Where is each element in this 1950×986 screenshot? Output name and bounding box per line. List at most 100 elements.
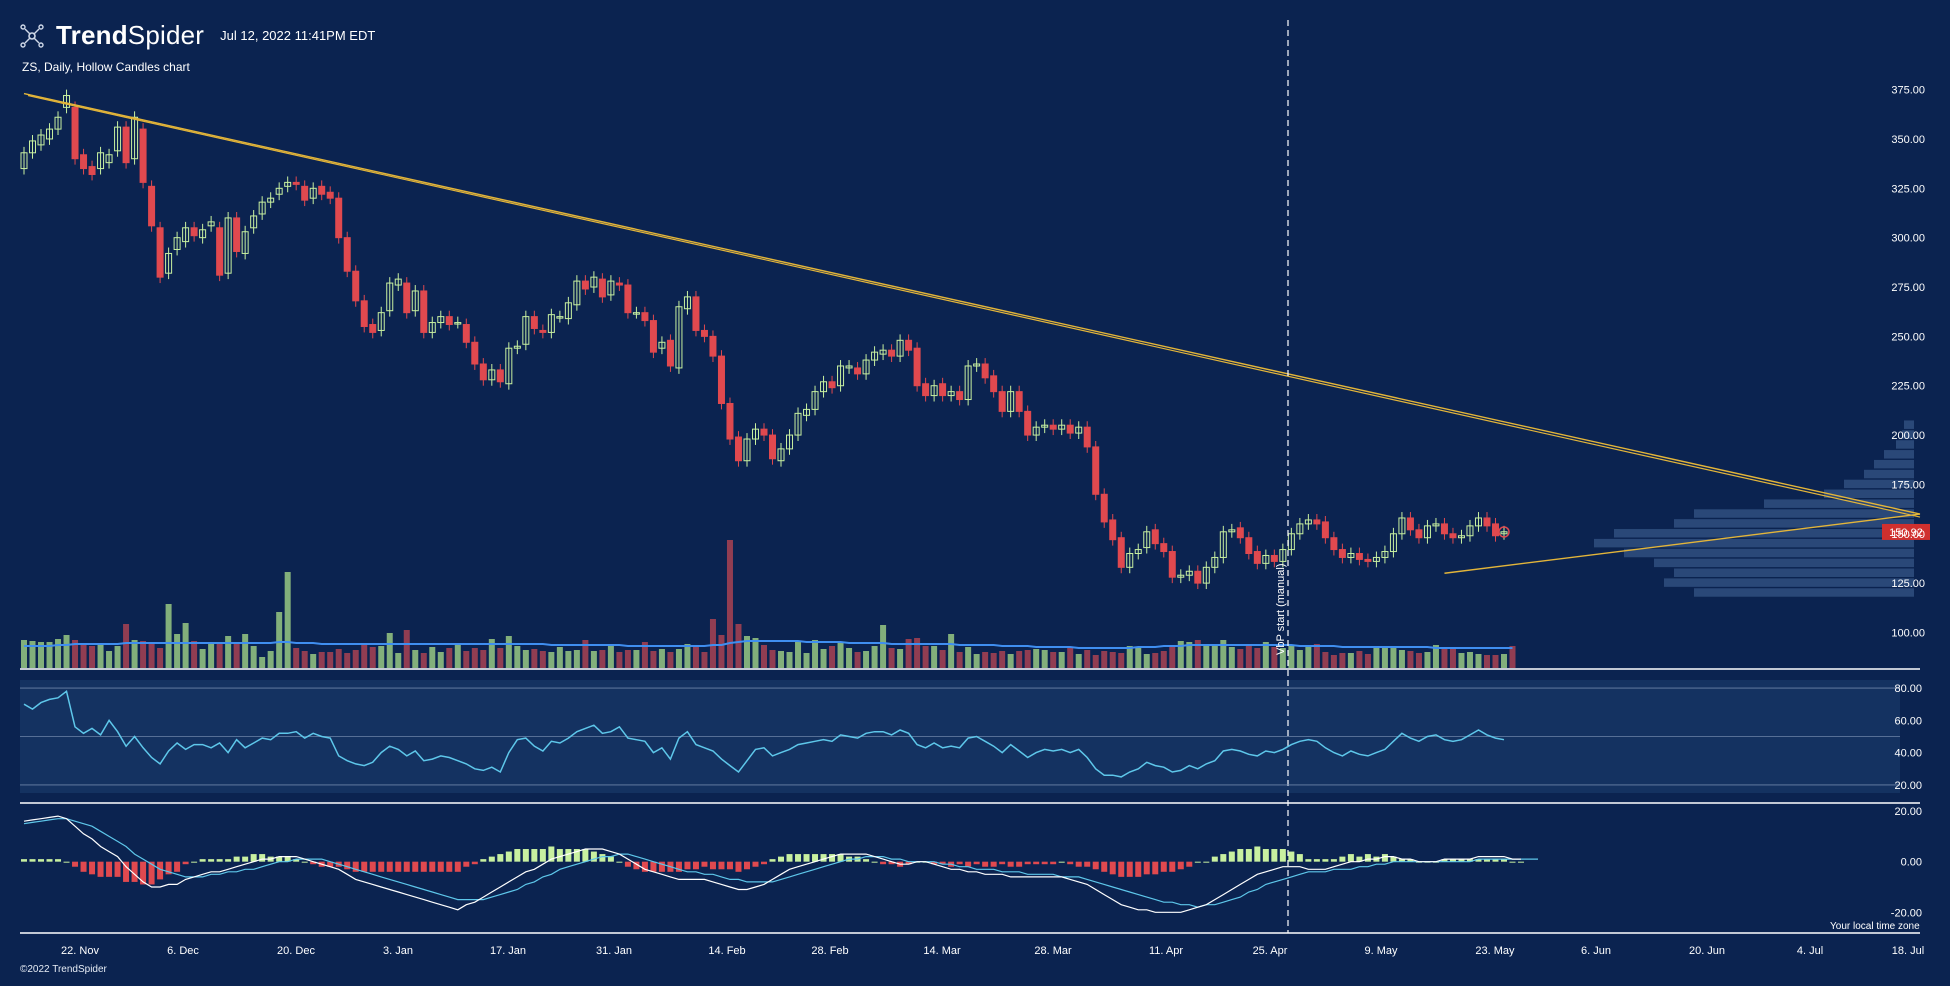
volume-bar [505, 636, 512, 668]
volume-bar [276, 612, 283, 668]
date-tick-label: 22. Nov [61, 945, 99, 957]
macd-histogram-bar [97, 861, 104, 877]
volume-bar [361, 644, 368, 668]
price-y-tick-label: 325.00 [1891, 183, 1925, 195]
candle-body [726, 402, 734, 440]
volume-bar [242, 634, 249, 668]
macd-histogram-bar [1211, 856, 1218, 862]
macd-histogram-bar [726, 861, 733, 870]
macd-histogram-bar [250, 854, 257, 862]
macd-histogram-bar [675, 861, 682, 872]
macd-histogram-bar [1501, 859, 1507, 862]
timezone-label[interactable]: Your local time zone [1830, 921, 1920, 932]
candle-body [139, 128, 147, 183]
candle-body [1041, 424, 1049, 428]
candle-body [709, 335, 717, 357]
candle-body [1049, 424, 1057, 430]
macd-histogram-bar [1135, 861, 1142, 877]
candle-body [267, 197, 275, 203]
candle-body [905, 339, 913, 351]
macd-histogram-bar [1126, 861, 1133, 877]
candle-body [20, 152, 28, 170]
candle-body [624, 284, 632, 314]
macd-histogram-bar [1254, 846, 1261, 862]
macd-histogram-bar [174, 861, 181, 872]
volume-bar [293, 648, 300, 668]
macd-histogram-bar [1245, 849, 1252, 862]
candle-body [1032, 426, 1040, 436]
volume-bar [778, 651, 785, 668]
candle-body [1075, 426, 1083, 434]
macd-histogram-bar [182, 861, 189, 865]
candle-body [190, 227, 198, 237]
macd-histogram-bar [1041, 861, 1048, 865]
volume-bar [1135, 647, 1142, 668]
macd-histogram-bar [778, 856, 785, 862]
volume-bar [1475, 654, 1482, 668]
macd-histogram-bar [89, 861, 96, 875]
volume-bar [1492, 655, 1499, 668]
candle-body [828, 381, 836, 389]
macd-histogram-bar [208, 859, 215, 862]
macd-histogram-bar [599, 854, 606, 862]
date-tick-label: 25. Apr [1253, 945, 1288, 957]
candle-body [896, 339, 904, 357]
vbp-row [1844, 479, 1914, 489]
volume-bar [1441, 649, 1448, 668]
volume-bar [1305, 647, 1312, 668]
candle-body [1168, 551, 1176, 578]
macd-histogram-bar [1177, 861, 1184, 870]
macd-histogram-bar [641, 861, 648, 872]
vbp-row [1824, 489, 1914, 499]
candle-body [522, 316, 530, 345]
macd-histogram-bar [1509, 861, 1516, 863]
volume-bar [1254, 648, 1261, 668]
macd-histogram-bar [556, 849, 563, 862]
candle-body [411, 290, 419, 312]
candle-body [530, 316, 538, 329]
candle-body [377, 312, 385, 331]
volume-bar [369, 647, 376, 668]
candle-body [1066, 424, 1074, 434]
candle-body [479, 363, 487, 381]
candle-body [114, 126, 122, 152]
volume-bar [437, 652, 444, 668]
volume-bar [1211, 644, 1218, 668]
volume-bar [454, 644, 461, 668]
date-tick-label: 9. May [1364, 945, 1398, 957]
candle-body [879, 349, 887, 355]
volume-bar [837, 643, 844, 668]
macd-histogram-bar [1109, 861, 1116, 875]
macd-histogram-bar [1084, 861, 1091, 867]
macd-histogram-bar [1160, 861, 1167, 872]
candle-body [250, 215, 258, 229]
trendline-upper [23, 92, 1921, 515]
rsi-y-tick-label: 60.00 [1894, 715, 1922, 727]
candle-body [1245, 537, 1253, 555]
price-y-tick-label: 300.00 [1891, 233, 1925, 245]
macd-histogram-bar [684, 861, 691, 870]
macd-histogram-bar [301, 861, 308, 863]
candle-body [1151, 529, 1159, 545]
volume-bar [1194, 640, 1201, 668]
candle-body [29, 140, 37, 154]
volume-bar [174, 634, 181, 668]
candle-body [1330, 537, 1338, 551]
brand-logo[interactable]: TrendSpider [56, 20, 204, 51]
candle-body [1015, 391, 1023, 412]
volume-bar [72, 640, 79, 668]
volume-bar [573, 650, 580, 668]
volume-bar [939, 650, 946, 668]
candle-body [1474, 517, 1482, 527]
candle-body [1372, 556, 1380, 562]
date-tick-label: 28. Feb [811, 945, 848, 957]
volume-bar [948, 634, 955, 668]
macd-histogram-bar [1322, 859, 1329, 862]
volume-bar [225, 636, 232, 668]
macd-histogram-bar [446, 861, 453, 872]
volume-bar [522, 650, 529, 668]
candle-body [488, 369, 496, 381]
volume-bar [1143, 654, 1150, 668]
